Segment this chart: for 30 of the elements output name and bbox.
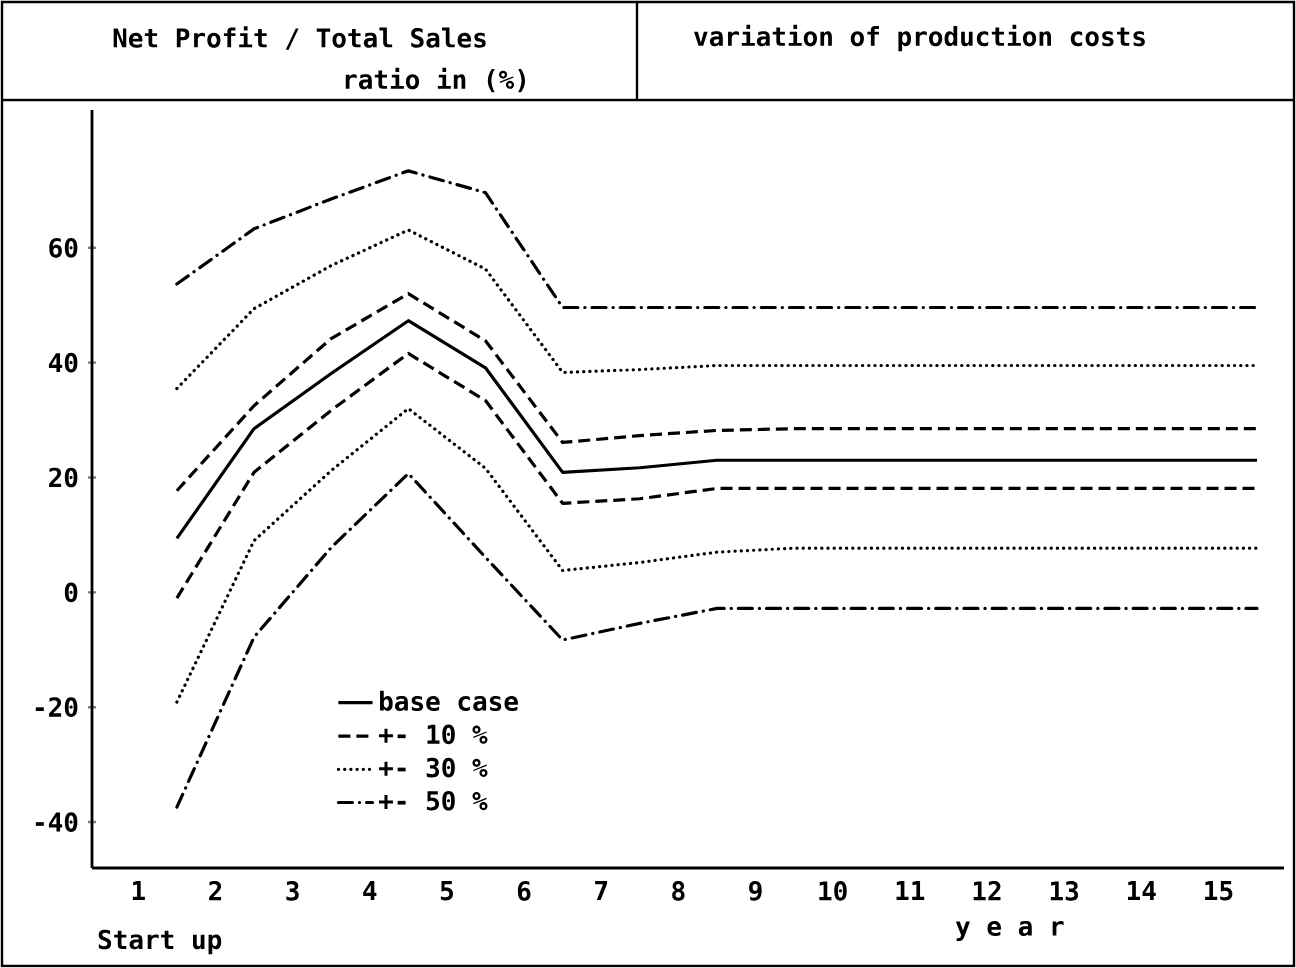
legend-label: +- 10 % bbox=[378, 724, 488, 745]
chart-title: Net Profit / Total Sales bbox=[113, 26, 486, 50]
y-tick-label: 20 bbox=[49, 467, 78, 488]
y-tick-label: -20 bbox=[35, 697, 78, 718]
x-tick-label: 3 bbox=[286, 881, 299, 901]
x-tick-label: 5 bbox=[440, 881, 453, 901]
x-tick-label: 7 bbox=[595, 881, 608, 900]
x-tick-label: 15 bbox=[1205, 881, 1233, 901]
x-tick-label: 14 bbox=[1128, 881, 1156, 900]
legend-label: +- 30 % bbox=[378, 757, 488, 778]
y-tick-label: 40 bbox=[48, 352, 78, 373]
x-axis-title: y e a r bbox=[955, 921, 1064, 942]
chart-subtitle: variation of production costs bbox=[694, 24, 1145, 52]
x-tick-label: 9 bbox=[749, 881, 762, 901]
x-tick-label: 12 bbox=[973, 881, 1001, 901]
x-tick-label: 1 bbox=[132, 881, 145, 900]
x-tick-label: 11 bbox=[896, 881, 925, 900]
x-tick-label: 6 bbox=[517, 881, 531, 901]
y-axis-title: ratio in (%) bbox=[345, 67, 526, 93]
x-tick-label: 10 bbox=[819, 881, 847, 901]
y-tick-label: 0 bbox=[64, 582, 78, 603]
x-tick-label: 8 bbox=[672, 881, 685, 901]
legend-label: +- 50 % bbox=[378, 790, 488, 811]
legend-label: base case bbox=[380, 690, 518, 711]
text: Start up bbox=[98, 929, 222, 955]
x-tick-label: 4 bbox=[363, 881, 377, 900]
x-tick-label: 2 bbox=[209, 881, 222, 901]
y-tick-label: 60 bbox=[49, 237, 78, 258]
y-tick-label: -40 bbox=[35, 812, 78, 832]
x-tick-label: 13 bbox=[1050, 881, 1079, 901]
